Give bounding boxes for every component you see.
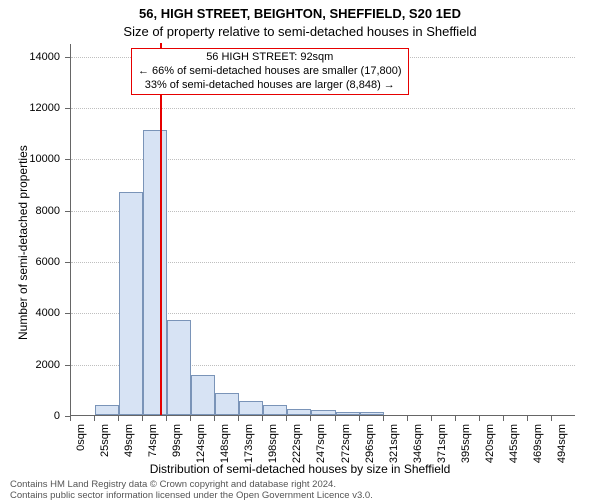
x-axis-labels: 0sqm25sqm49sqm74sqm99sqm124sqm148sqm173s… xyxy=(70,422,575,467)
y-tick-label: 4000 xyxy=(0,307,62,319)
chart-subtitle: Size of property relative to semi-detach… xyxy=(0,24,600,39)
histogram-bar xyxy=(167,320,191,415)
chart-container: 56, HIGH STREET, BEIGHTON, SHEFFIELD, S2… xyxy=(0,0,600,500)
histogram-bar xyxy=(336,412,360,415)
x-tick xyxy=(94,416,95,421)
gridline xyxy=(71,108,575,109)
x-tick xyxy=(238,416,239,421)
y-tick-label: 0 xyxy=(0,410,62,422)
annotation-line: 56 HIGH STREET: 92sqm xyxy=(138,51,402,65)
x-tick xyxy=(166,416,167,421)
footer-line-2: Contains public sector information licen… xyxy=(10,490,373,500)
histogram-bar xyxy=(239,401,263,415)
y-tick-label: 12000 xyxy=(0,102,62,114)
x-tick xyxy=(70,416,71,421)
y-tick-label: 14000 xyxy=(0,51,62,63)
y-tick-label: 2000 xyxy=(0,359,62,371)
x-tick xyxy=(359,416,360,421)
x-tick xyxy=(503,416,504,421)
x-tick xyxy=(431,416,432,421)
x-tick xyxy=(190,416,191,421)
histogram-bar xyxy=(287,409,311,415)
annotation-line: ← 66% of semi-detached houses are smalle… xyxy=(138,65,402,79)
reference-line xyxy=(160,43,162,415)
y-tick-label: 10000 xyxy=(0,153,62,165)
histogram-bar xyxy=(119,192,143,415)
x-tick xyxy=(118,416,119,421)
x-tick xyxy=(551,416,552,421)
x-tick xyxy=(286,416,287,421)
plot-area: 56 HIGH STREET: 92sqm← 66% of semi-detac… xyxy=(70,44,575,416)
histogram-bar xyxy=(95,405,119,415)
histogram-bar xyxy=(360,412,384,415)
x-tick xyxy=(214,416,215,421)
x-tick xyxy=(407,416,408,421)
annotation-line: 33% of semi-detached houses are larger (… xyxy=(138,79,402,93)
x-tick xyxy=(262,416,263,421)
histogram-bar xyxy=(215,393,239,415)
y-tick-label: 6000 xyxy=(0,256,62,268)
x-tick xyxy=(383,416,384,421)
x-tick xyxy=(479,416,480,421)
x-axis-title: Distribution of semi-detached houses by … xyxy=(0,462,600,476)
histogram-bar xyxy=(191,375,215,415)
x-tick xyxy=(455,416,456,421)
x-tick xyxy=(527,416,528,421)
histogram-bar xyxy=(263,405,287,415)
y-tick-label: 8000 xyxy=(0,205,62,217)
histogram-bar xyxy=(143,130,167,415)
x-tick xyxy=(310,416,311,421)
y-axis-labels: 02000400060008000100001200014000 xyxy=(0,44,62,416)
x-tick xyxy=(142,416,143,421)
chart-title: 56, HIGH STREET, BEIGHTON, SHEFFIELD, S2… xyxy=(0,6,600,21)
histogram-bar xyxy=(311,410,335,415)
x-axis-ticks xyxy=(70,416,575,421)
annotation-box: 56 HIGH STREET: 92sqm← 66% of semi-detac… xyxy=(131,48,409,95)
footer-line-1: Contains HM Land Registry data © Crown c… xyxy=(10,479,336,490)
x-tick xyxy=(335,416,336,421)
